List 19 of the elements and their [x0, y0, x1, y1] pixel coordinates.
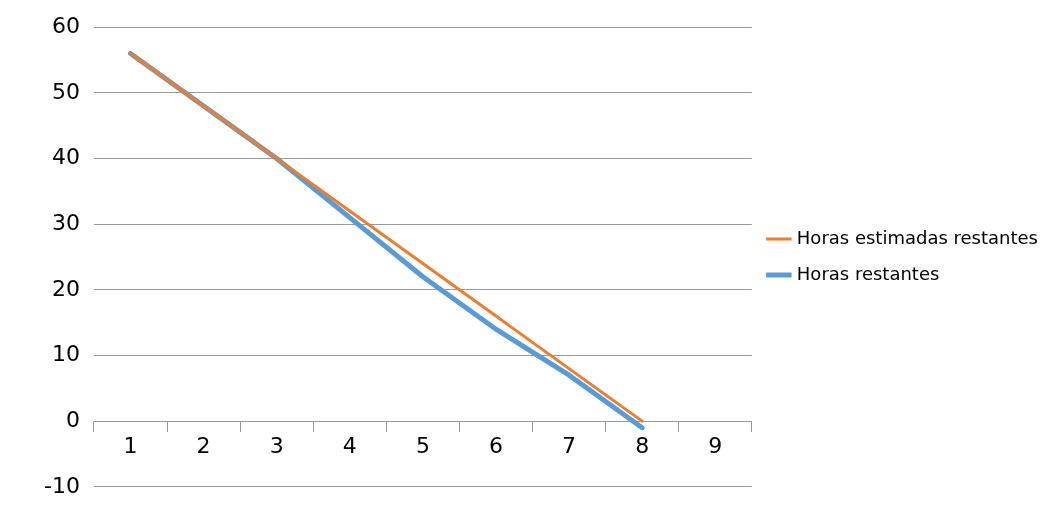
x-tick-label: 3 — [269, 433, 284, 459]
x-tick-label: 7 — [562, 433, 577, 459]
y-tick-label: 0 — [65, 406, 80, 432]
x-tick-label: 8 — [635, 433, 650, 459]
x-tick-label: 2 — [196, 433, 211, 459]
y-tick-label: 60 — [51, 12, 80, 38]
y-tick-label: 20 — [51, 275, 80, 301]
legend-label: Horas estimadas restantes — [796, 226, 1038, 248]
x-tick-label: 6 — [488, 433, 503, 459]
legend-label: Horas restantes — [796, 262, 940, 284]
x-tick-label: 9 — [708, 433, 723, 459]
y-tick-label: -10 — [44, 472, 80, 498]
x-tick-label: 5 — [415, 433, 430, 459]
y-tick-label: 10 — [51, 341, 80, 367]
x-tick-label: 1 — [123, 433, 138, 459]
x-tick-label: 4 — [342, 433, 357, 459]
y-tick-label: 40 — [51, 144, 80, 170]
y-tick-label: 50 — [51, 78, 80, 104]
y-tick-label: 30 — [51, 209, 80, 235]
